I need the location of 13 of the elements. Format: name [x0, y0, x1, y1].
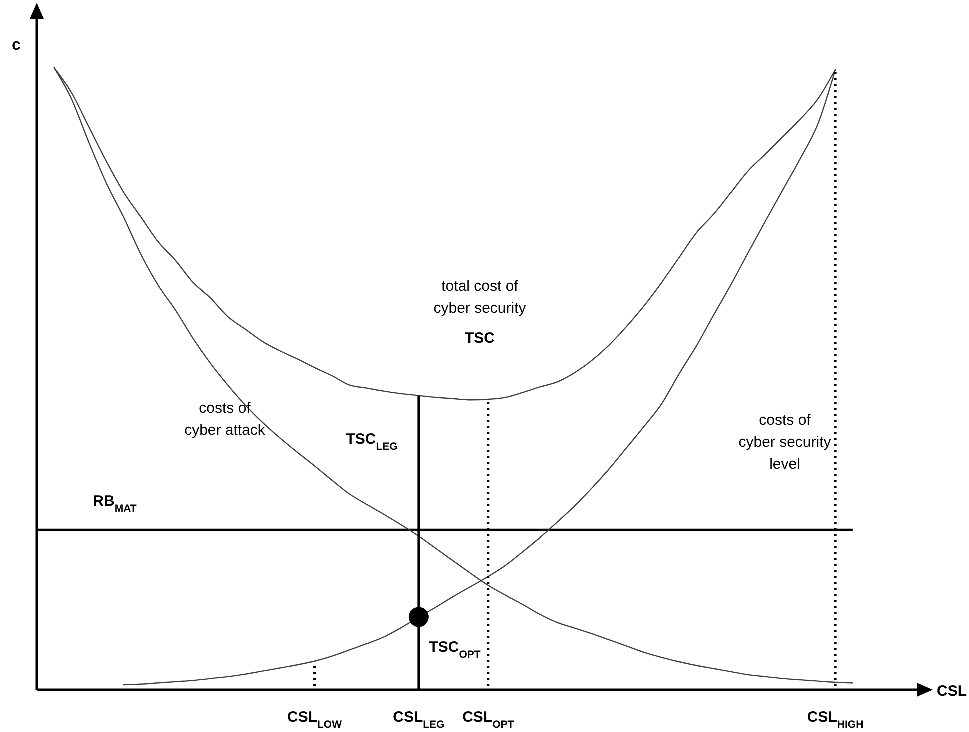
x-tick-label: CSL$_{LEG}$	[393, 709, 445, 731]
x-axis-title: CSL	[937, 683, 967, 700]
annotation: TSC$_{LEG}$	[346, 431, 398, 453]
annotation: costs of cyber attack	[184, 400, 266, 439]
x-tick-label: CSL$_{OPT}$	[462, 709, 515, 731]
annotation: total cost of cyber security	[434, 278, 527, 317]
annotation: TSC	[465, 330, 496, 347]
annotation: costs of cyber security level	[738, 412, 832, 473]
x-tick-label: CSL$_{LOW}$	[288, 709, 342, 731]
x-tick-label: CSL$_{HIGH}$	[807, 709, 864, 731]
ref-line-label: RB$_{MAT}$	[93, 493, 138, 516]
y-axis-title: c	[12, 37, 21, 54]
annotation: TSC$_{OPT}$	[429, 639, 482, 661]
